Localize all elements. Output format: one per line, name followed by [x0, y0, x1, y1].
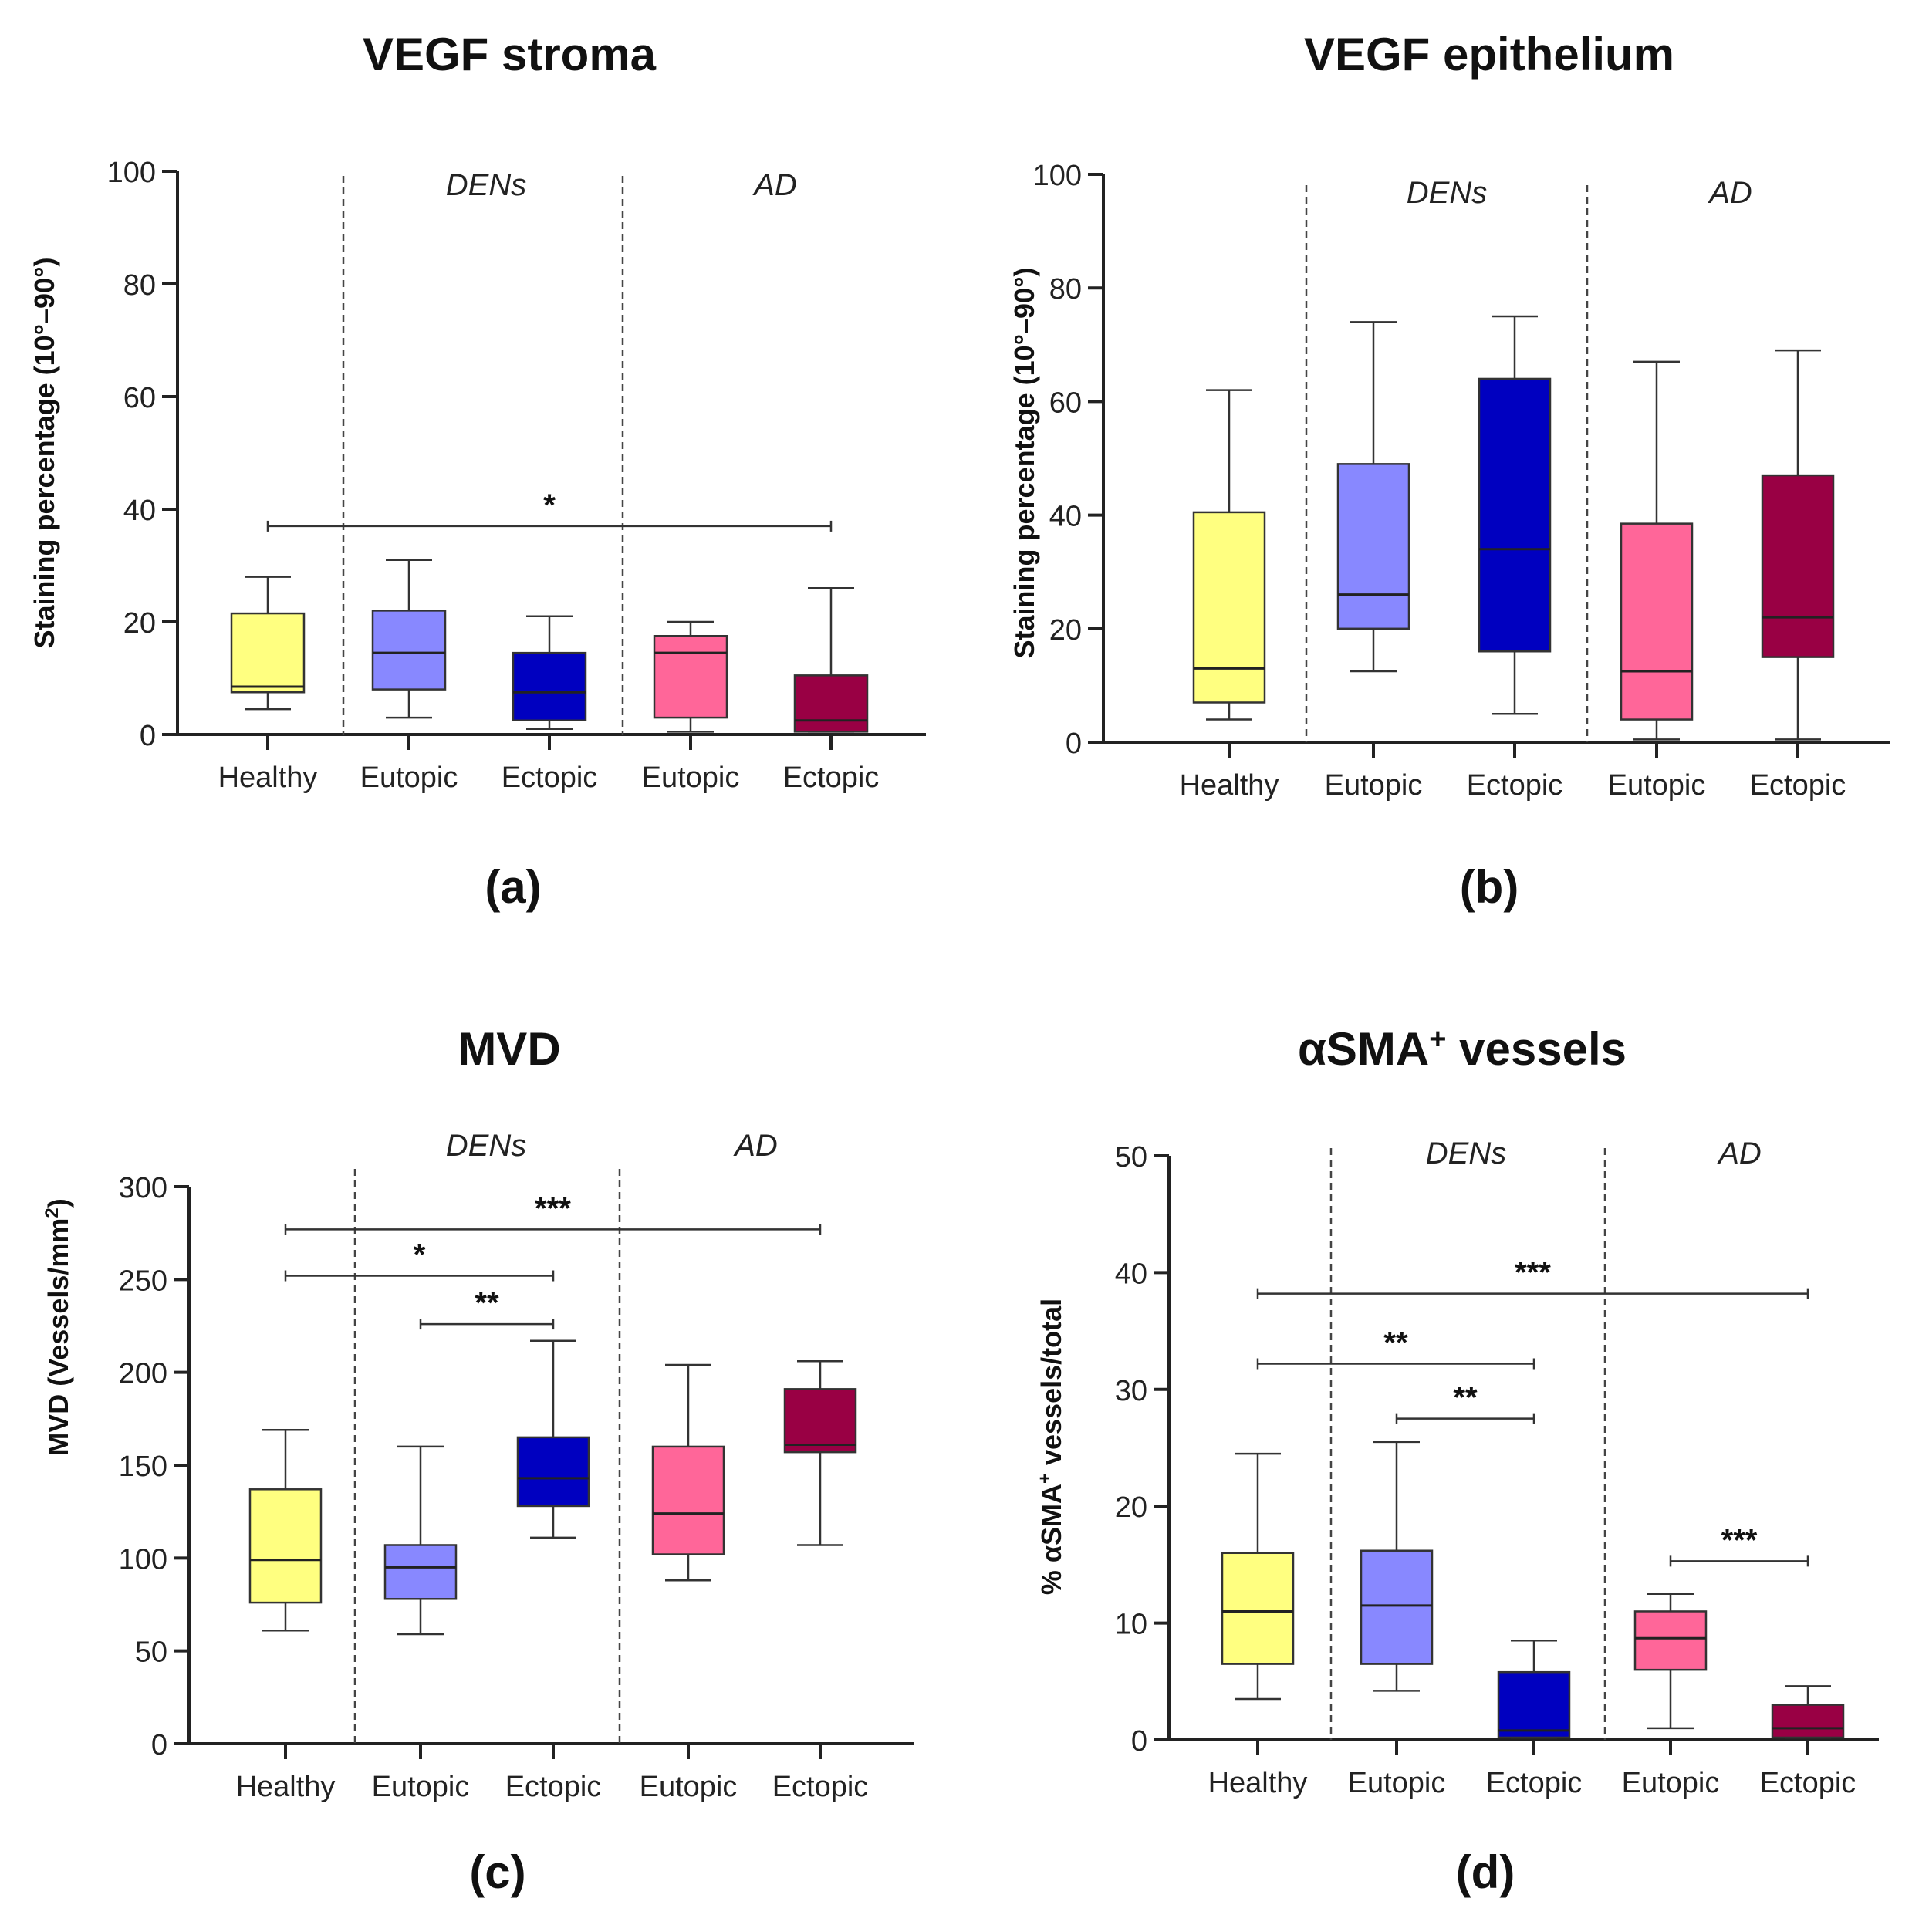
- y-tick-label: 250: [119, 1265, 167, 1297]
- chart-c: 0 50 100 150 200 250 300 Healthy Eutopic Ectopic E…: [42, 1129, 914, 1803]
- significance-label: **: [475, 1286, 499, 1320]
- x-tick-label: Ectopic: [1760, 1767, 1856, 1799]
- significance-label: **: [1453, 1381, 1478, 1415]
- y-tick-label: 20: [1049, 614, 1082, 647]
- box: [230, 612, 306, 694]
- group-label: AD: [752, 168, 797, 202]
- box: [516, 1436, 590, 1508]
- group-label: DENs: [1407, 176, 1487, 210]
- group-label: DENs: [1426, 1137, 1506, 1170]
- significance-label: **: [1383, 1326, 1408, 1359]
- box: [653, 635, 728, 719]
- x-tick-label: Ectopic: [772, 1771, 869, 1803]
- y-tick-label: 60: [123, 382, 156, 414]
- y-tick-label: 20: [1115, 1491, 1147, 1524]
- box: [512, 651, 587, 722]
- box: [248, 1488, 323, 1604]
- y-tick-label: 100: [107, 157, 156, 189]
- y-tick-label: 200: [119, 1358, 167, 1390]
- y-tick-label: 40: [1049, 501, 1082, 533]
- significance-label: ***: [1721, 1523, 1758, 1557]
- x-tick-label: Healthy: [236, 1771, 336, 1803]
- x-tick-label: Healthy: [1208, 1767, 1308, 1799]
- group-label: AD: [1717, 1137, 1762, 1170]
- box: [1771, 1704, 1845, 1739]
- x-tick-label: Ectopic: [1750, 769, 1846, 802]
- y-tick-label: 0: [151, 1729, 167, 1761]
- significance-label: *: [543, 488, 556, 522]
- chart-a-panel-label: (a): [485, 861, 542, 913]
- y-axis-label: MVD (Vessels/mm2): [42, 1198, 75, 1456]
- chart-c-panel-label: (c): [469, 1846, 526, 1898]
- box: [1221, 1552, 1295, 1665]
- y-tick-label: 50: [135, 1636, 167, 1669]
- box: [1478, 377, 1552, 653]
- x-tick-label: Eutopic: [360, 762, 458, 794]
- significance-label: ***: [535, 1191, 571, 1225]
- x-tick-label: Healthy: [1180, 769, 1279, 802]
- group-label: DENs: [446, 1129, 526, 1163]
- box: [1633, 1610, 1708, 1671]
- box: [1192, 511, 1266, 704]
- y-tick-label: 300: [119, 1172, 167, 1204]
- box: [1360, 1549, 1434, 1665]
- y-tick-label: 0: [1066, 728, 1082, 760]
- y-tick-label: 150: [119, 1451, 167, 1483]
- y-tick-label: 40: [1115, 1258, 1147, 1290]
- box: [383, 1544, 458, 1600]
- y-axis-label: Staining percentage (10°–90°): [1008, 268, 1040, 659]
- group-label: DENs: [446, 168, 526, 202]
- y-tick-label: 10: [1115, 1609, 1147, 1641]
- group-label: AD: [733, 1129, 778, 1163]
- x-tick-label: Eutopic: [1325, 769, 1423, 802]
- y-tick-label: 100: [119, 1543, 167, 1576]
- significance-label: ***: [1515, 1256, 1551, 1290]
- x-tick-label: Eutopic: [1608, 769, 1706, 802]
- chart-b-panel-label: (b): [1459, 861, 1519, 913]
- box: [783, 1388, 857, 1454]
- x-tick-label: Ectopic: [502, 762, 598, 794]
- significance-label: *: [414, 1238, 426, 1272]
- y-tick-label: 40: [123, 495, 156, 527]
- chart-a: 0 20 40 60 80 100 Healthy Eutopic Ectopic Eutopic…: [29, 157, 926, 794]
- box: [1336, 463, 1410, 630]
- chart-b-title: VEGF epithelium: [1303, 29, 1675, 80]
- x-tick-label: Eutopic: [640, 1771, 738, 1803]
- x-tick-label: Ectopic: [783, 762, 880, 794]
- box: [793, 674, 869, 733]
- box: [371, 610, 447, 691]
- x-tick-label: Ectopic: [1467, 769, 1563, 802]
- y-tick-label: 0: [140, 720, 156, 752]
- y-tick-label: 80: [123, 269, 156, 302]
- x-tick-label: Ectopic: [1486, 1767, 1583, 1799]
- chart-b: 0 20 40 60 80 100 Healthy Eutopic Ectopic Eutopic…: [1008, 160, 1890, 802]
- y-tick-label: 60: [1049, 387, 1082, 419]
- chart-d-title: αSMA+ vessels: [1298, 1023, 1627, 1075]
- box: [1497, 1670, 1571, 1739]
- x-tick-label: Ectopic: [505, 1771, 602, 1803]
- y-axis-label: % αSMA+ vessels/total: [1035, 1299, 1068, 1595]
- x-tick-label: Eutopic: [1622, 1767, 1720, 1799]
- box: [651, 1445, 725, 1555]
- y-tick-label: 100: [1033, 160, 1082, 192]
- x-tick-label: Healthy: [218, 762, 318, 794]
- x-tick-label: Eutopic: [372, 1771, 470, 1803]
- y-tick-label: 80: [1049, 273, 1082, 306]
- chart-d-panel-label: (d): [1455, 1846, 1515, 1898]
- chart-a-title: VEGF stroma: [362, 29, 657, 80]
- box: [1620, 522, 1694, 721]
- y-tick-label: 50: [1115, 1141, 1147, 1174]
- x-tick-label: Eutopic: [1348, 1767, 1446, 1799]
- group-label: AD: [1708, 176, 1752, 210]
- chart-d: 0 10 20 30 40 50 Healthy Eutopic Ectopic Eutopic E…: [1035, 1137, 1879, 1799]
- chart-c-title: MVD: [458, 1023, 561, 1075]
- box: [1761, 474, 1835, 658]
- x-tick-label: Eutopic: [642, 762, 740, 794]
- y-tick-label: 30: [1115, 1375, 1147, 1407]
- y-axis-label: Staining percentage (10°–90°): [29, 258, 60, 649]
- y-tick-label: 20: [123, 607, 156, 640]
- y-tick-label: 0: [1131, 1725, 1147, 1758]
